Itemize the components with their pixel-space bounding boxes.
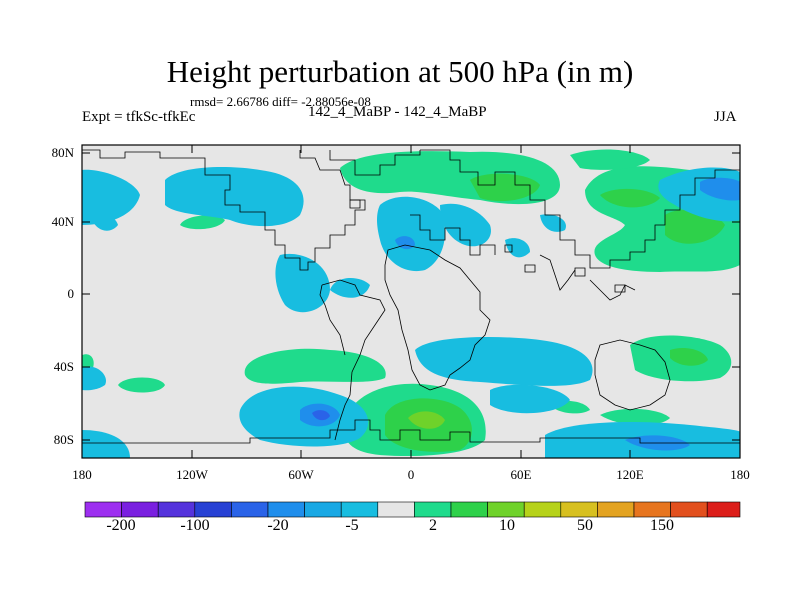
negative-anomaly-region [440,203,491,247]
cases-label: 142_4_MaBP - 142_4_MaBP [308,104,487,120]
y-tick-label: 80N [51,145,74,160]
colorbar-label: 150 [650,517,674,534]
positive-anomaly-region [180,215,225,230]
coastline-australia [594,339,671,411]
x-tick-label: 60W [288,467,314,482]
colorbar-label: -100 [180,517,210,534]
coastline-islands [349,199,626,293]
colorbar-swatch [121,501,159,518]
y-tick-label: 0 [67,286,75,301]
experiment-label: Expt = tfkSc-tfkEc [82,109,196,125]
x-tick-label: 120W [176,467,208,482]
colorbar-swatch [340,501,379,518]
x-tick-label: 0 [407,467,415,482]
map-title: Height perturbation at 500 hPa (in m) [166,54,634,89]
colorbar-swatch [706,501,741,518]
positive-anomaly-region [570,149,650,170]
x-tick-label: 180 [730,467,750,482]
colorbar-swatch [304,501,342,518]
colorbar-swatch [194,501,232,518]
coastline-eurasia [420,149,740,269]
colorbar-swatch [450,501,488,518]
colorbar-label: 50 [577,517,593,534]
colorbar-label: -200 [106,517,136,534]
colorbar-swatch [633,501,671,518]
x-tick-label: 180 [72,467,92,482]
colorbar-label: -5 [345,517,359,534]
negative-anomaly-region [165,167,304,227]
y-tick-label: 80S [53,432,74,447]
axis-ticks [81,145,741,458]
negative-anomaly-region [415,337,593,386]
negative-anomaly-region [330,278,370,298]
colorbar-swatch [231,501,269,518]
colorbar-swatch [560,501,598,518]
coastline-south-america [321,279,386,441]
positive-anomaly-region [118,377,165,393]
colorbar-label: -20 [267,517,289,534]
positive-anomaly-region [244,348,386,384]
colorbar-label: 2 [429,517,437,534]
peak-negative-region [312,410,330,421]
strong-negative-region [700,177,740,201]
coastline-greenland [329,150,421,176]
colorbar [84,501,741,518]
coastline-europe [410,214,496,256]
negative-anomaly-region [82,169,140,225]
negative-anomaly-region [505,238,530,258]
positive-anomaly-region [600,408,670,426]
colorbar-swatch [414,501,452,518]
coastline-south-america-west [319,284,346,356]
negative-anomaly-region [377,196,445,272]
coastline-antarctica [82,419,740,444]
season-label: JJA [714,109,737,125]
coastlines [82,149,740,444]
coastline-southeast-asia [589,279,636,301]
negative-anomaly-region [540,214,566,232]
strong-positive-region [470,173,540,202]
colorbar-swatch [377,501,415,518]
negative-anomaly-region [82,430,130,458]
y-tick-label: 40S [53,359,74,374]
stats-text: rmsd= 2.66786 diff= -2.88056e-08 [190,94,371,109]
colorbar-swatch [267,501,305,518]
colorbar-swatch [523,501,562,518]
strong-positive-region [670,348,708,366]
coastline-africa [384,244,491,391]
strong-positive-region [600,188,660,208]
x-tick-label: 60E [510,467,532,482]
y-tick-label: 40N [51,214,74,229]
colorbar-swatch [84,501,122,518]
peak-positive-region [408,411,445,429]
negative-anomaly-region [90,213,118,231]
negative-anomaly-region [490,384,570,414]
x-tick-label: 120E [616,467,644,482]
colorbar-swatch [670,501,708,518]
colorbar-swatch [487,501,525,518]
coastline-india [539,254,576,291]
colorbar-swatch [157,501,196,518]
negative-anomaly-region [82,366,106,391]
colorbar-label: 10 [499,517,515,534]
colorbar-swatch [597,501,635,518]
negative-anomaly-region [275,253,330,313]
